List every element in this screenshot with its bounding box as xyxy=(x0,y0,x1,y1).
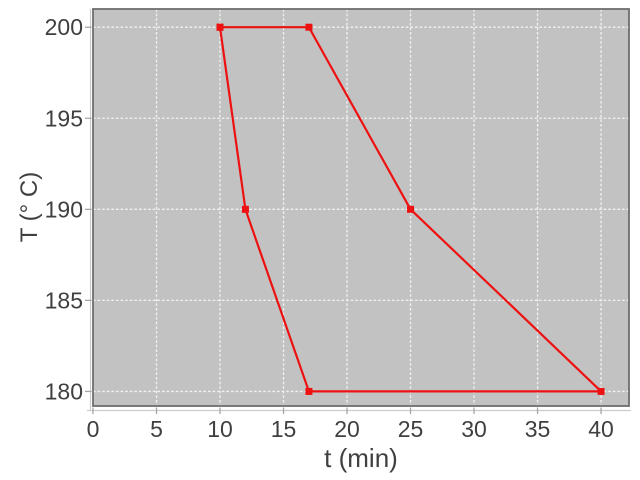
x-tick-label-35: 35 xyxy=(525,416,551,442)
data-point-12-190 xyxy=(241,205,249,213)
y-tick-label-190: 190 xyxy=(45,196,83,222)
y-tick-label-195: 195 xyxy=(45,105,83,131)
data-point-40-180 xyxy=(597,387,605,395)
x-tick-label-40: 40 xyxy=(588,416,614,442)
data-point-10-200 xyxy=(216,23,224,31)
x-tick-label-20: 20 xyxy=(334,416,360,442)
data-point-17-180 xyxy=(305,387,313,395)
plot-area xyxy=(93,9,629,406)
y-tick-label-185: 185 xyxy=(45,287,83,313)
x-axis-label: t (min) xyxy=(324,443,398,473)
axis-lines xyxy=(87,9,631,412)
y-tick-label-200: 200 xyxy=(45,14,83,40)
x-tick-label-15: 15 xyxy=(271,416,297,442)
y-axis-label: T (° C) xyxy=(16,172,43,242)
x-tick-label-10: 10 xyxy=(207,416,233,442)
x-tick-label-25: 25 xyxy=(398,416,424,442)
axis-tick-labels: 0 5 10 15 20 25 30 35 40 180 185 190 195 200 xyxy=(45,14,614,442)
series-temperature-time-profile xyxy=(216,23,605,395)
x-tick-label-0: 0 xyxy=(87,416,100,442)
axis-tick-marks xyxy=(85,26,602,414)
data-point-17-200 xyxy=(305,23,313,31)
plot-outline xyxy=(92,8,630,407)
data-point-25-190 xyxy=(407,205,415,213)
x-tick-label-5: 5 xyxy=(150,416,163,442)
gridlines xyxy=(92,9,629,406)
x-tick-label-30: 30 xyxy=(461,416,487,442)
y-tick-label-180: 180 xyxy=(45,378,83,404)
